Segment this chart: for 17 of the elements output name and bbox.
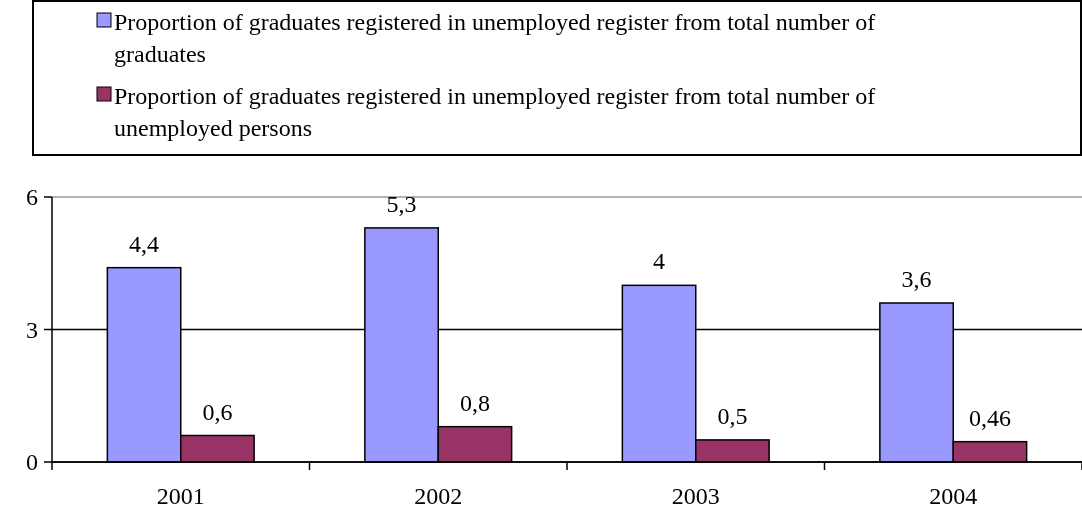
data-label: 0,5 xyxy=(717,402,748,429)
y-tick-label: 3 xyxy=(26,316,38,343)
y-tick-label: 6 xyxy=(26,184,38,211)
data-label: 0,46 xyxy=(968,404,1011,431)
legend-label: Proportion of graduates registered in unemployed register from total number of graduates xyxy=(114,9,876,67)
x-tick-label: 2002 xyxy=(414,483,463,509)
x-tick-label: 2001 xyxy=(156,483,205,509)
data-label: 4 xyxy=(653,248,666,275)
data-label: 4,4 xyxy=(129,230,160,257)
y-tick-label: 0 xyxy=(26,449,38,476)
data-label: 0,6 xyxy=(202,398,233,425)
x-tick-label: 2004 xyxy=(929,483,978,509)
data-label: 3,6 xyxy=(901,266,932,292)
data-label: 0,8 xyxy=(459,389,490,416)
legend-label: Proportion of graduates registered in unemployed register from total number of unemployed persons xyxy=(114,83,876,141)
x-tick-label: 2003 xyxy=(671,483,720,509)
data-label: 5,3 xyxy=(386,190,417,217)
